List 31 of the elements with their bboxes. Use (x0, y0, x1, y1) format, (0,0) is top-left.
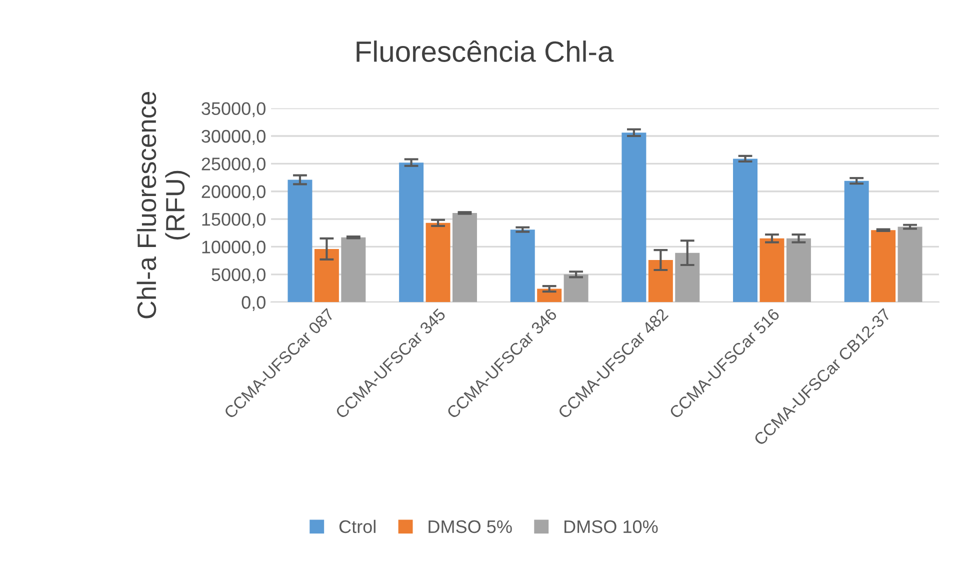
y-tick-label: 20000,0 (202, 185, 266, 200)
bar (760, 238, 784, 302)
bar (537, 288, 562, 302)
bar (622, 132, 646, 302)
bar (675, 252, 700, 302)
bar (871, 230, 896, 302)
y-tick-label: 25000,0 (202, 158, 266, 173)
bar (341, 237, 366, 302)
y-tick-label: 35000,0 (202, 102, 266, 118)
bar (288, 180, 312, 302)
bar (844, 180, 869, 302)
y-tick-label: 10000,0 (202, 240, 266, 256)
bar (648, 260, 673, 302)
y-tick-label: 30000,0 (202, 130, 266, 145)
bar (510, 230, 535, 302)
y-tick-label: 5000,0 (212, 268, 266, 284)
y-tick-label: 0,0 (242, 296, 266, 311)
y-tick-label: 15000,0 (202, 212, 266, 228)
bar (452, 212, 477, 302)
bar (399, 162, 424, 302)
y-axis-title: Chl-a Fluorescence (RFU) (136, 92, 190, 318)
bar (564, 274, 588, 302)
legend-label: Ctrol (339, 520, 376, 534)
legend-label: DMSO 10% (564, 520, 658, 534)
bar (426, 222, 450, 302)
legend-label: DMSO 5% (428, 520, 512, 534)
bar (898, 226, 922, 302)
bar (786, 238, 811, 302)
bar (733, 158, 758, 302)
bar (314, 248, 339, 302)
chart-title: Fluorescência Chl-a (356, 40, 614, 62)
